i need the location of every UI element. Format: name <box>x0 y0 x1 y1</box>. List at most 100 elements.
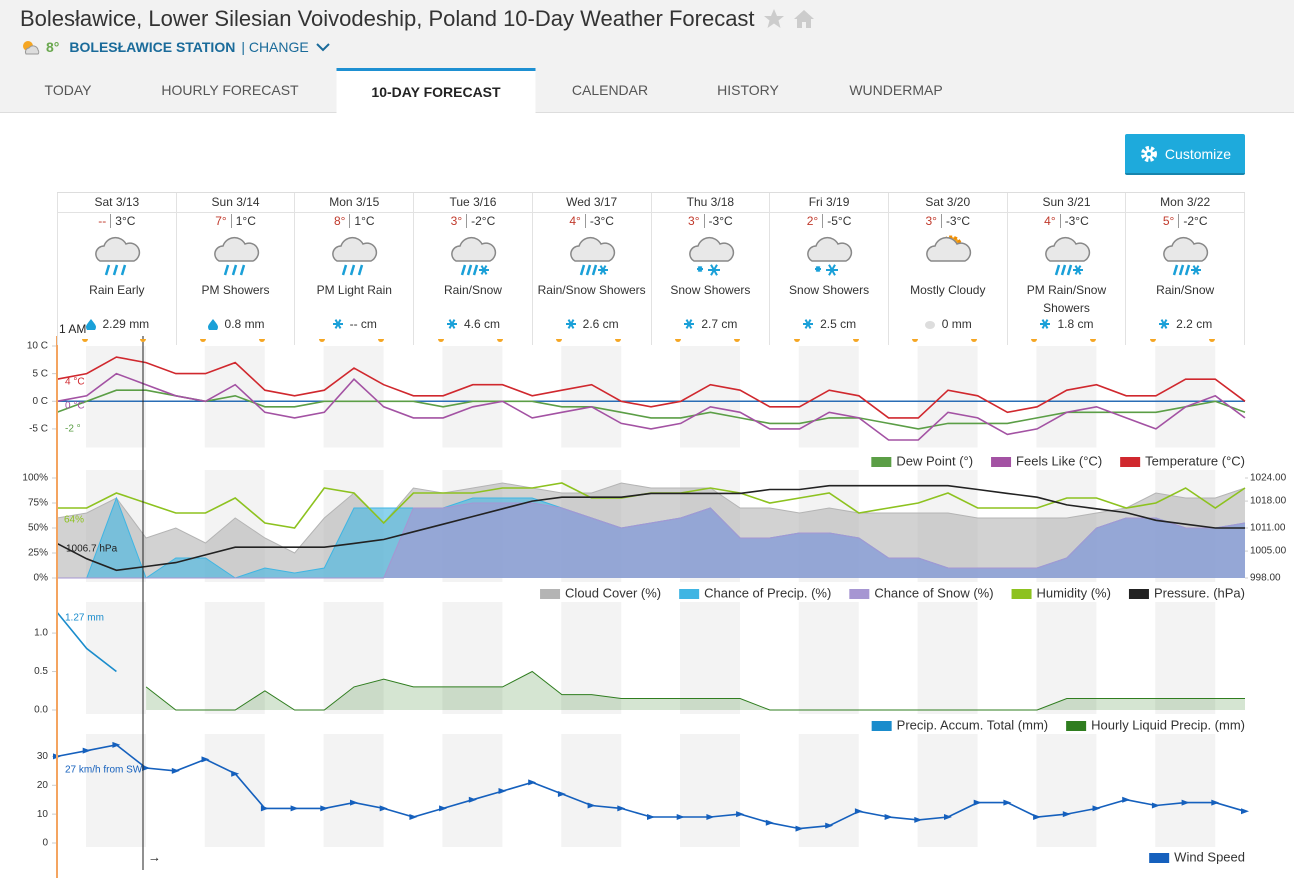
sun-moon-marker <box>437 339 444 342</box>
precip-icon <box>85 319 96 330</box>
wind-arrow <box>587 802 596 809</box>
night-stripe <box>561 734 622 847</box>
flake-arm <box>685 319 693 329</box>
y2-tick-label: 998.00 <box>1250 573 1281 584</box>
wind-arrow <box>1151 802 1160 809</box>
flake-arm <box>697 265 702 273</box>
day-precip: 2.7 cm <box>652 317 770 331</box>
legend-swatch <box>1128 589 1149 599</box>
chevron[interactable] <box>315 41 331 53</box>
rain-streak <box>1173 264 1179 276</box>
wind-arrow <box>468 796 477 803</box>
day-temps: 4° -3°C <box>1008 214 1126 228</box>
wind-arrow <box>765 819 774 826</box>
annotation: 27 km/h from SW <box>65 765 143 776</box>
legend-label: Humidity (%) <box>1037 585 1111 600</box>
y-tick-label: 0.0 <box>34 705 48 716</box>
day-condition: Snow Showers <box>670 283 751 297</box>
day-condition: Mostly Cloudy <box>910 283 986 297</box>
y-tick-label: 30 <box>37 751 49 762</box>
sun-moon-marker <box>971 339 978 342</box>
series-line <box>145 670 1245 711</box>
precip-icon <box>1159 319 1170 329</box>
day-column: Sat 3/13 -- 3°C Rain Early 2.29 mm <box>57 193 177 345</box>
legend-swatch <box>991 457 1012 467</box>
day-temps: 8° 1°C <box>295 214 413 228</box>
rain-streak <box>104 264 111 276</box>
wind-arrow <box>201 756 210 763</box>
day-precip: 0 mm <box>889 317 1007 331</box>
day-temps: 5° -2°C <box>1126 214 1244 228</box>
night-stripe <box>1036 734 1097 847</box>
night-stripe <box>442 346 503 448</box>
tab[interactable]: HISTORY <box>717 82 779 98</box>
day-date: Tue 3/16 <box>414 193 532 213</box>
sun-moon-marker <box>793 339 800 342</box>
night-stripe <box>1036 602 1097 714</box>
sun-moon-marker <box>377 339 384 342</box>
legend-label: Pressure. (hPa) <box>1154 585 1245 600</box>
night-stripe <box>561 346 622 448</box>
rain-streak <box>1185 264 1191 276</box>
y2-tick-label: 1005.00 <box>1250 546 1287 557</box>
annotation: 1006.7 hPa <box>66 544 118 555</box>
sun-moon-marker <box>140 339 147 342</box>
precip-amount: 2.5 cm <box>820 317 857 331</box>
wind-arrow <box>82 747 91 754</box>
precip-icon <box>924 321 935 329</box>
customize-button[interactable]: Customize <box>1125 134 1245 175</box>
rain-streak <box>223 264 229 276</box>
tab[interactable]: WUNDERMAP <box>849 82 943 98</box>
wind-arrow <box>290 805 299 812</box>
wind-arrow <box>1122 796 1131 803</box>
weather-icon <box>332 236 378 276</box>
star-icon[interactable] <box>763 8 785 30</box>
day-column: Mon 3/22 5° -2°C Rain/Snow 2.2 cm <box>1126 193 1246 345</box>
day-high: 2° <box>806 214 819 228</box>
station-name[interactable]: BOLESŁAWICE STATION <box>69 39 236 55</box>
tab[interactable]: 10-DAY FORECAST <box>336 68 536 114</box>
wind-arrow <box>350 799 358 806</box>
time-label: 1 AM <box>59 322 86 336</box>
rain-streak <box>342 264 348 276</box>
drop <box>207 319 218 330</box>
series-line <box>56 372 1246 441</box>
tab[interactable]: CALENDAR <box>571 82 649 98</box>
wind-arrow <box>1241 808 1249 815</box>
tab[interactable]: TODAY <box>44 82 92 98</box>
wind-arrow <box>647 814 655 821</box>
sun-moon-marker <box>615 339 622 342</box>
day-condition: Rain Early <box>89 283 145 297</box>
precip-amount: 2.2 cm <box>1176 317 1213 331</box>
precip-icon <box>1040 319 1051 329</box>
flake-arm <box>599 265 607 275</box>
annotation: 0 °C <box>65 401 85 412</box>
y2-tick-label: 1011.00 <box>1250 523 1286 534</box>
tab[interactable]: HOURLY FORECAST <box>161 82 299 98</box>
day-date: Mon 3/15 <box>295 193 414 213</box>
flake-arm <box>709 264 718 276</box>
annotation: 4 °C <box>65 377 85 388</box>
night-stripe <box>323 734 384 847</box>
day-high: 3° <box>925 214 937 228</box>
cloud-dot <box>924 321 935 329</box>
day-high: -- <box>98 214 107 228</box>
precip-icon <box>684 319 695 329</box>
flake-arm <box>480 265 488 275</box>
night-stripe <box>798 602 859 714</box>
day-precip: 2.2 cm <box>1126 317 1244 331</box>
current-temperature: 8° <box>46 39 60 55</box>
day-high: 4° <box>569 214 581 228</box>
change-link[interactable]: | CHANGE <box>241 39 309 55</box>
day-condition: Rain/Snow Showers <box>537 283 646 297</box>
legend-swatch <box>1149 853 1170 863</box>
home-icon[interactable] <box>793 8 815 30</box>
day-precip: 2.29 mm <box>58 317 176 331</box>
night-stripe <box>442 602 503 714</box>
wind-arrow <box>409 814 418 821</box>
rain-streak <box>1066 264 1072 276</box>
day-low: -3°C <box>1059 214 1089 228</box>
night-stripe <box>1155 734 1216 847</box>
